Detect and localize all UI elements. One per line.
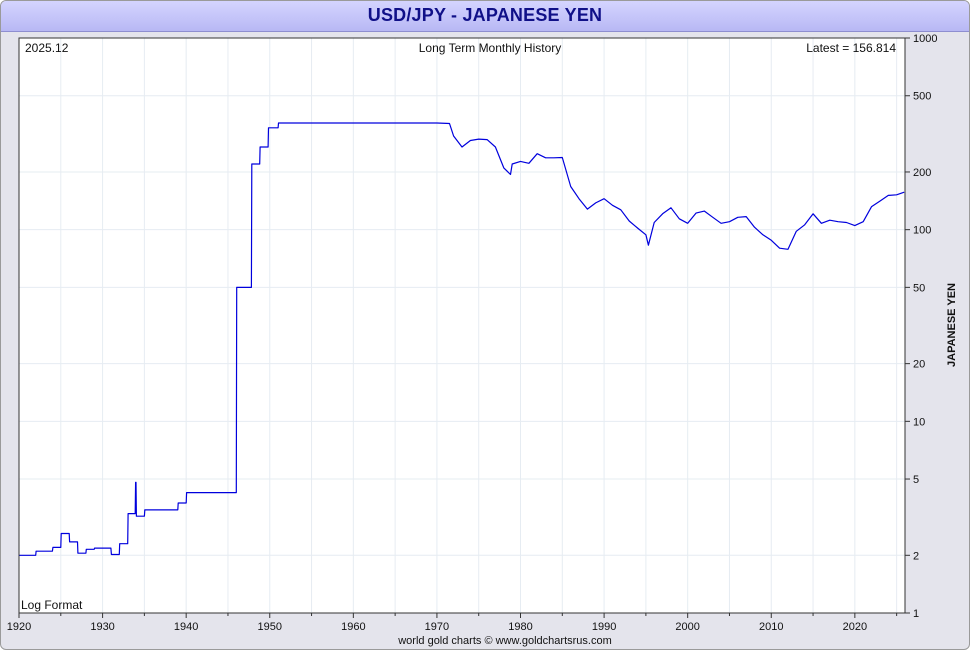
credit-text: world gold charts © www.goldchartsrus.co… <box>397 635 612 647</box>
plot-background <box>19 38 905 613</box>
y-tick-label: 1000 <box>913 33 937 45</box>
x-tick-label: 1970 <box>425 621 449 633</box>
x-tick-label: 1980 <box>508 621 532 633</box>
series-layer <box>19 122 905 556</box>
y-tick-label: 1 <box>913 608 919 620</box>
x-tick-label: 1930 <box>90 621 114 633</box>
x-tick-label: 1940 <box>174 621 198 633</box>
latest-value-label: Latest = 156.814 <box>806 41 896 55</box>
x-tick-label: 1920 <box>7 621 31 633</box>
y-tick-label: 20 <box>913 359 925 371</box>
chart-subtitle: Long Term Monthly History <box>419 41 562 55</box>
x-tick-label: 2000 <box>675 621 699 633</box>
y-tick-label: 100 <box>913 225 931 237</box>
y-axis-label: JAPANESE YEN <box>946 283 958 367</box>
series-line-usdjpy <box>19 122 905 556</box>
y-tick-label: 5 <box>913 474 919 486</box>
plot-border <box>18 37 906 614</box>
y-tick-label: 50 <box>913 282 925 294</box>
y-tick-label: 10 <box>913 416 925 428</box>
x-tick-label: 1950 <box>258 621 282 633</box>
y-tick-label: 500 <box>913 91 931 103</box>
x-tick-label: 1990 <box>592 621 616 633</box>
x-tick-label: 1960 <box>341 621 365 633</box>
scale-format-label: Log Format <box>21 598 83 612</box>
y-tick-label: 2 <box>913 550 919 562</box>
date-label: 2025.12 <box>25 41 69 55</box>
chart-title: USD/JPY - JAPANESE YEN <box>367 5 603 25</box>
x-tick-label: 2020 <box>843 621 867 633</box>
title-bar: USD/JPY - JAPANESE YEN <box>1 1 969 32</box>
axis-ticks: 1920 1930 1940 1950 1960 1970 1980 1990 2000 2010… <box>7 33 938 633</box>
x-tick-label: 2010 <box>759 621 783 633</box>
y-tick-label: 200 <box>913 167 931 179</box>
